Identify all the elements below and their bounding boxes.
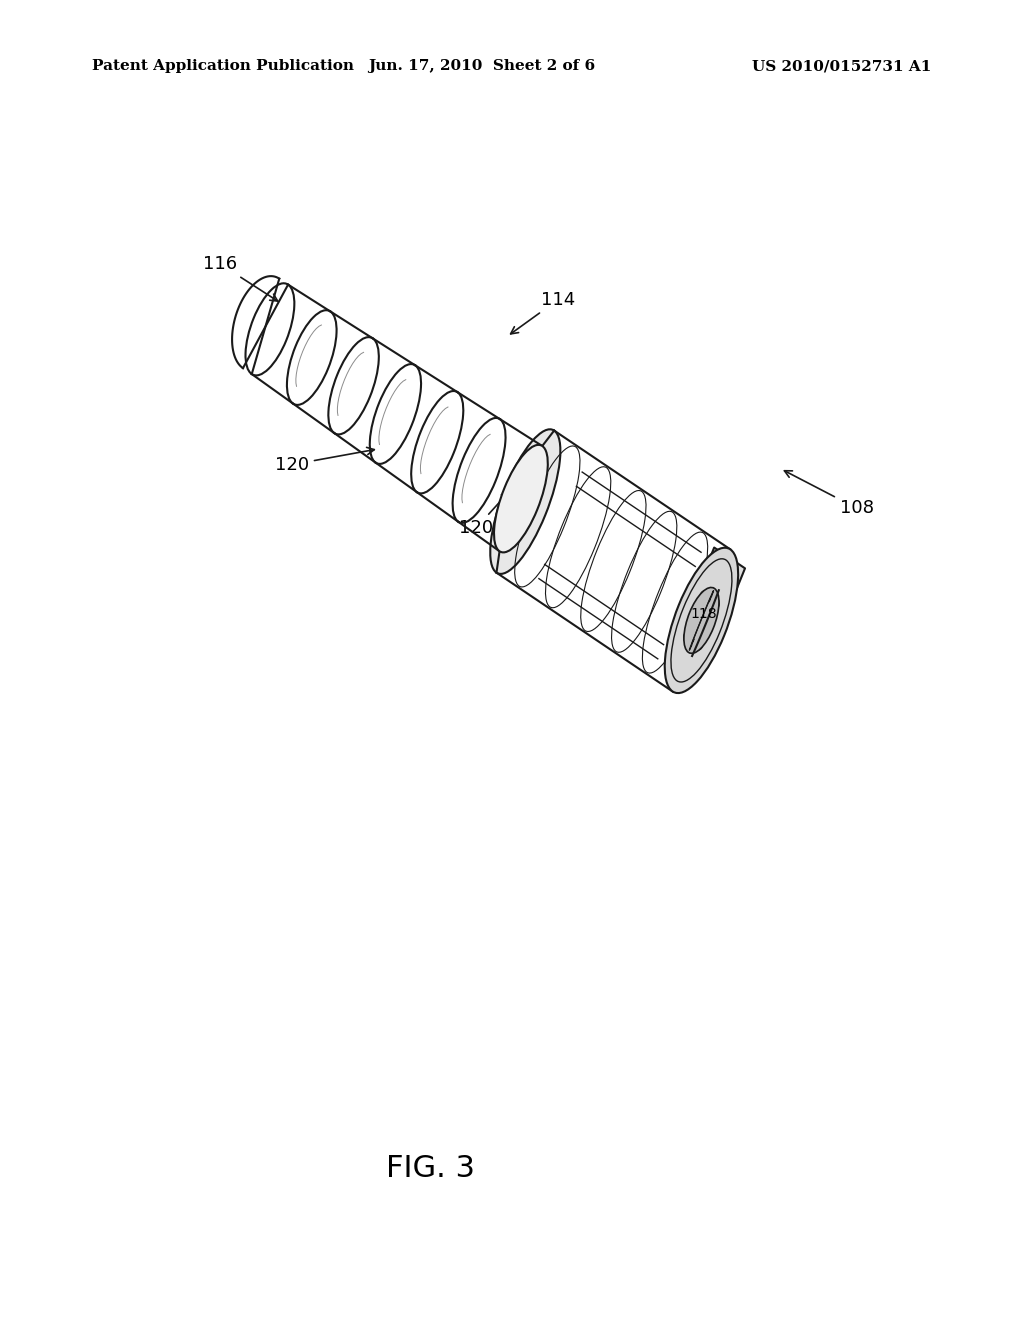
Text: 120: 120	[274, 447, 375, 474]
Ellipse shape	[700, 590, 719, 609]
Text: 108: 108	[784, 471, 873, 517]
Ellipse shape	[665, 548, 738, 693]
Ellipse shape	[490, 429, 560, 574]
Ellipse shape	[494, 445, 548, 552]
Ellipse shape	[684, 632, 702, 651]
Text: FIG. 3: FIG. 3	[386, 1154, 474, 1183]
Text: 120: 120	[459, 492, 509, 537]
Text: Patent Application Publication: Patent Application Publication	[92, 59, 354, 74]
Text: 116: 116	[203, 255, 278, 301]
Ellipse shape	[684, 587, 719, 653]
Text: US 2010/0152731 A1: US 2010/0152731 A1	[753, 59, 932, 74]
Polygon shape	[706, 548, 745, 590]
Text: Jun. 17, 2010  Sheet 2 of 6: Jun. 17, 2010 Sheet 2 of 6	[368, 59, 595, 74]
Text: 114: 114	[511, 290, 575, 334]
Text: 118: 118	[690, 607, 717, 620]
